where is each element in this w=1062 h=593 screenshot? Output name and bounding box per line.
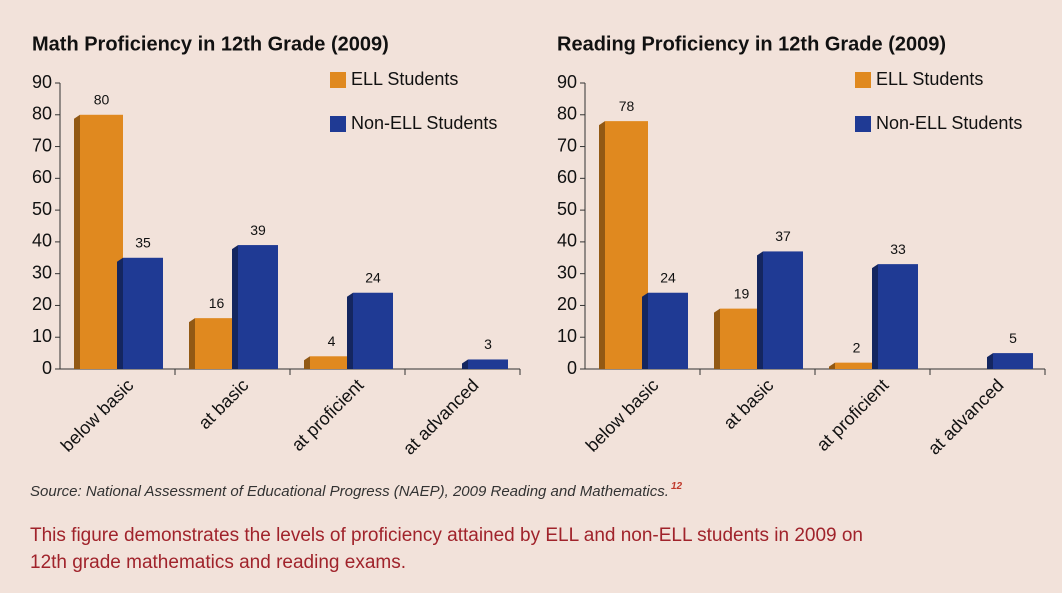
y-tick-label: 70 <box>557 135 577 155</box>
bar <box>987 353 1033 369</box>
bar-side <box>304 356 310 369</box>
source: Source: National Assessment of Education… <box>30 481 682 500</box>
value-label: 5 <box>1009 330 1017 346</box>
bar <box>304 356 353 369</box>
legend-swatch <box>855 72 871 88</box>
chart-title: Math Proficiency in 12th Grade (2009) <box>32 33 389 55</box>
y-tick-label: 50 <box>32 199 52 219</box>
bar <box>757 251 803 369</box>
caption-line: This figure demonstrates the levels of p… <box>30 525 863 546</box>
y-tick-label: 40 <box>557 231 577 251</box>
bar-front <box>648 292 688 369</box>
bar-side <box>829 362 835 369</box>
bar-side <box>74 114 80 370</box>
bar-side <box>757 251 763 369</box>
y-tick-label: 80 <box>32 104 52 124</box>
value-label: 37 <box>775 228 791 244</box>
bar-front <box>835 362 878 369</box>
y-tick-label: 20 <box>557 294 577 314</box>
bar <box>714 308 763 369</box>
y-tick-label: 90 <box>32 72 52 92</box>
y-tick-label: 20 <box>32 294 52 314</box>
y-tick-label: 70 <box>32 135 52 155</box>
y-tick-label: 0 <box>567 358 577 378</box>
y-tick-label: 50 <box>557 199 577 219</box>
y-tick-label: 90 <box>557 72 577 92</box>
bar-side <box>714 308 720 369</box>
y-tick-label: 30 <box>32 262 52 282</box>
bar-front <box>238 245 278 369</box>
legend-swatch <box>330 72 346 88</box>
bar <box>642 292 688 369</box>
value-label: 3 <box>484 336 492 352</box>
bar-side <box>117 257 123 369</box>
bar <box>189 318 238 369</box>
bar-front <box>720 308 763 369</box>
bar <box>872 264 918 369</box>
bar-side <box>347 292 353 369</box>
y-tick-label: 60 <box>557 167 577 187</box>
bar-side <box>642 292 648 369</box>
bar <box>829 362 878 369</box>
y-tick-label: 60 <box>32 167 52 187</box>
bar-front <box>468 359 508 369</box>
y-tick-label: 0 <box>42 358 52 378</box>
value-label: 4 <box>328 333 336 349</box>
source-text: Source: National Assessment of Education… <box>30 483 669 500</box>
bar-front <box>763 251 803 369</box>
y-tick-label: 40 <box>32 231 52 251</box>
y-tick-label: 80 <box>557 104 577 124</box>
bar-front <box>605 121 648 369</box>
bar-front <box>353 292 393 369</box>
value-label: 39 <box>250 222 266 238</box>
legend-label: Non-ELL Students <box>876 113 1022 133</box>
value-label: 33 <box>890 241 906 257</box>
bar-side <box>987 353 993 369</box>
y-tick-label: 10 <box>557 326 577 346</box>
value-label: 78 <box>619 98 635 114</box>
bar <box>117 257 163 369</box>
bar <box>599 121 648 369</box>
legend-label: ELL Students <box>876 69 983 89</box>
bar-front <box>310 356 353 369</box>
value-label: 24 <box>365 269 381 285</box>
chart-title: Reading Proficiency in 12th Grade (2009) <box>557 33 946 55</box>
bar <box>347 292 393 369</box>
bar-front <box>195 318 238 369</box>
source-note: 12 <box>671 481 683 492</box>
bar <box>232 245 278 369</box>
bar <box>74 114 123 370</box>
bar-front <box>993 353 1033 369</box>
y-tick-label: 10 <box>32 326 52 346</box>
bar-front <box>123 257 163 369</box>
bar-front <box>80 114 123 370</box>
value-label: 16 <box>209 295 225 311</box>
bar-side <box>872 264 878 369</box>
bar-side <box>462 359 468 369</box>
bar <box>462 359 508 369</box>
bar-side <box>599 121 605 369</box>
bar-front <box>878 264 918 369</box>
bar-side <box>189 318 195 369</box>
bar-side <box>232 245 238 369</box>
value-label: 24 <box>660 269 676 285</box>
value-label: 35 <box>135 234 151 250</box>
caption-line: 12th grade mathematics and reading exams… <box>30 552 406 573</box>
legend-label: Non-ELL Students <box>351 113 497 133</box>
legend-label: ELL Students <box>351 69 458 89</box>
y-tick-label: 30 <box>557 262 577 282</box>
legend-swatch <box>855 116 871 132</box>
value-label: 19 <box>734 285 750 301</box>
legend-swatch <box>330 116 346 132</box>
value-label: 2 <box>853 339 861 355</box>
value-label: 80 <box>94 91 110 107</box>
